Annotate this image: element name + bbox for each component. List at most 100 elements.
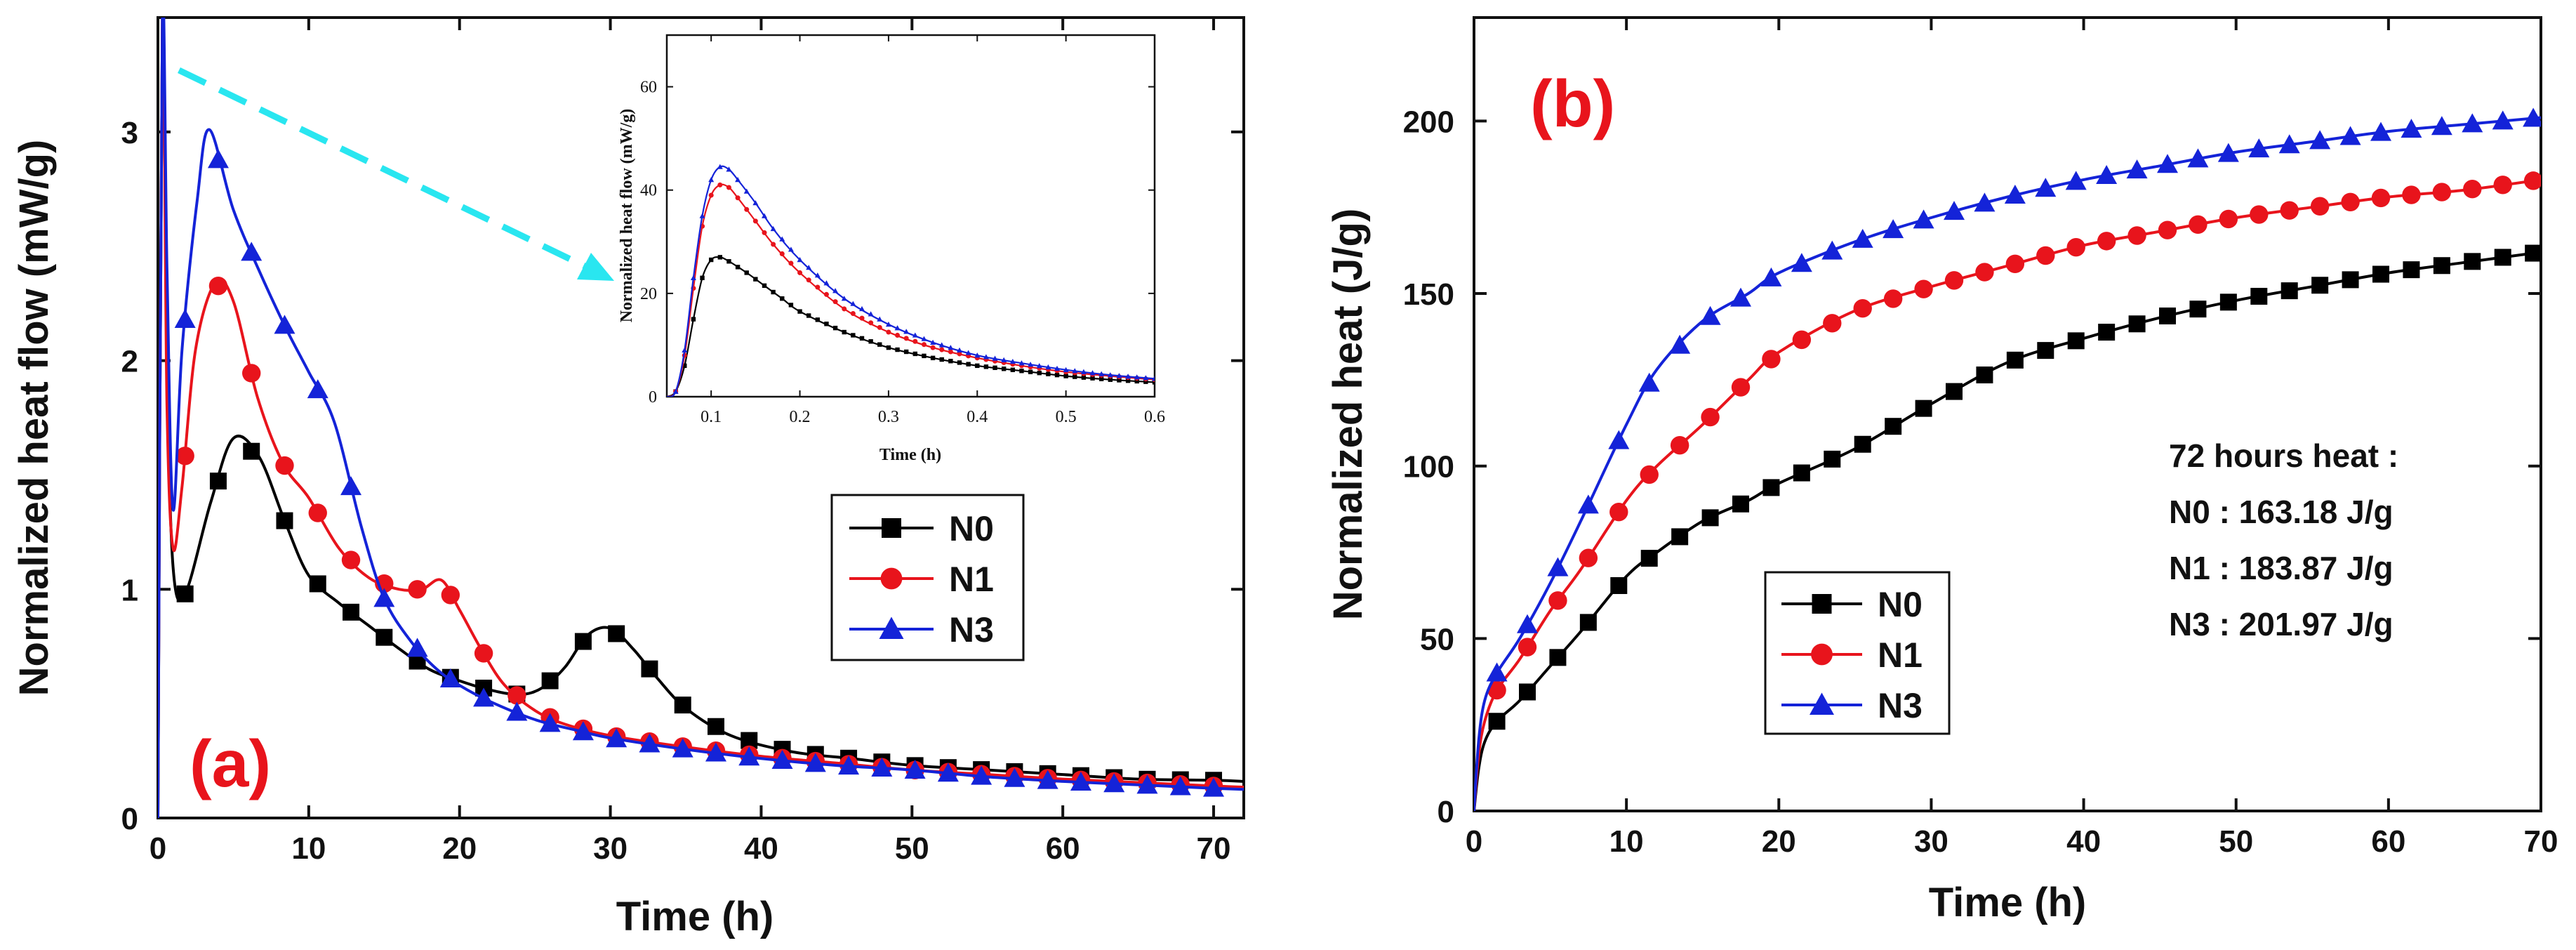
inset-point-n0	[895, 347, 900, 352]
panel-b-point-n1	[2066, 238, 2085, 257]
inset-point-n1	[895, 332, 901, 338]
b-legend-entries-item-n1: N1	[1781, 635, 1923, 675]
panel-b-point-n1	[2463, 179, 2482, 199]
panel-b-y-tick-label: 200	[1403, 105, 1454, 139]
inset-series-n0	[667, 255, 1155, 397]
inset-point-n0	[1010, 367, 1016, 372]
panel-b-point-n3	[2370, 121, 2391, 141]
panel-a-point-n1	[507, 686, 526, 705]
panel-a-point-n1	[208, 276, 228, 296]
inset-point-n0	[868, 339, 873, 344]
inset-point-n3	[921, 336, 927, 341]
panel-a-point-n3	[672, 738, 693, 758]
panel-a-point-n3	[1203, 777, 1225, 797]
b-legend-entries-item-n0: N0	[1781, 585, 1923, 624]
panel-b-point-n1	[1579, 548, 1598, 567]
panel-b-point-n3	[1699, 305, 1721, 325]
panel-b-point-n3	[2187, 148, 2209, 168]
panel-b-x-axis-title: Time (h)	[1929, 880, 2087, 925]
panel-b-point-n1	[1518, 638, 1537, 657]
panel-b-point-n3	[2248, 138, 2270, 158]
inset-point-n3	[735, 177, 741, 183]
panel-b-point-n3	[1577, 494, 1599, 514]
panel-a-point-n1	[175, 447, 194, 466]
panel-b-point-n3	[2126, 159, 2148, 179]
annotation-line-n0: N0 : 163.18 J/g	[2169, 494, 2394, 530]
panel-a-x-tick-label: 60	[1046, 831, 1080, 866]
panel-b-point-n1	[1823, 314, 1842, 333]
inset-point-n1	[726, 185, 731, 190]
inset-point-n3	[1036, 363, 1042, 369]
legend-label-n0: N0	[1878, 585, 1923, 624]
panel-b-point-n3	[2523, 107, 2541, 127]
inset-point-n3	[1001, 357, 1007, 362]
inset-point-n0	[771, 289, 776, 295]
inset-point-n3	[894, 325, 901, 331]
panel-a-point-n3	[406, 638, 428, 657]
inset-point-n1	[797, 270, 803, 275]
panel-b-point-n1	[2158, 220, 2177, 239]
panel-a-point-n3	[904, 759, 926, 779]
panel-a-point-n0	[209, 473, 227, 490]
inset-y-tick-label: 20	[640, 285, 657, 303]
panel-b-point-n1	[2127, 226, 2146, 245]
panel-a-point-n0	[707, 718, 724, 735]
panel-b-point-n0	[1549, 649, 1567, 666]
inset-point-n1	[912, 338, 918, 344]
inset-series-n3	[667, 164, 1155, 397]
inset-point-n3	[788, 246, 794, 252]
inset-point-n3	[850, 301, 856, 306]
panel-b-point-n1	[1944, 271, 1964, 290]
panel-b-point-n1	[2219, 209, 2238, 229]
inset-point-n0	[1125, 378, 1131, 383]
inset-point-n0	[1001, 367, 1007, 371]
panel-b-point-n3	[2401, 119, 2422, 138]
a-legend-entries-item-n1: N1	[849, 560, 994, 599]
panel-a-point-n0	[309, 575, 326, 593]
panel-b-point-n0	[2067, 332, 2085, 350]
inset-y-axis-title: Normalized heat flow (mW/g)	[618, 109, 636, 323]
inset-point-n3	[1107, 372, 1113, 378]
inset-x-tick-label: 0.5	[1056, 408, 1077, 426]
panel-a-point-n3	[606, 728, 628, 748]
inset-point-n0	[815, 317, 821, 322]
inset-point-n0	[691, 317, 696, 322]
inset-point-n3	[974, 352, 981, 358]
inset-point-n3	[690, 275, 696, 280]
panel-a-point-n3	[174, 308, 196, 328]
panel-a-y-tick-label: 0	[121, 802, 138, 836]
panel-a-ticks: 0 10 20 30 40 50 60 70 0 1 2 3	[121, 18, 1244, 866]
inset-point-n3	[797, 257, 803, 263]
panel-b-point-n1	[1487, 680, 1506, 700]
panel-b-label: (b)	[1530, 67, 1615, 141]
legend-marker-n0	[1812, 594, 1832, 614]
panel-a-point-n3	[771, 750, 793, 770]
inset-y-tick-label: 60	[640, 79, 657, 97]
panel-b-point-n0	[1793, 464, 1810, 482]
panel-b-point-n0	[1610, 577, 1628, 595]
panel-b-point-n3	[1730, 287, 1751, 307]
a-legend-entries-item-n0: N0	[849, 509, 994, 548]
panel-b-y-axis-title: Normalized heat (J/g)	[1325, 209, 1371, 621]
inset-point-n0	[1090, 376, 1095, 381]
panel-b-point-n3	[1608, 430, 1630, 449]
panel-b-point-n3	[2096, 165, 2118, 185]
panel-a-point-n3	[738, 746, 760, 766]
inset-point-n1	[832, 299, 838, 305]
inset-point-n1	[877, 324, 882, 330]
inset-point-n0	[1063, 374, 1068, 378]
inset-point-n3	[859, 305, 865, 312]
panel-a-x-tick-label: 0	[150, 831, 166, 866]
panel-b-point-n0	[2189, 301, 2207, 318]
panel-b-x-tick-label: 20	[1762, 824, 1796, 859]
panel-a-point-n3	[1103, 773, 1125, 793]
panel-b-x-tick-label: 30	[1914, 824, 1948, 859]
panel-a-y-tick-label: 3	[121, 116, 138, 150]
inset-point-n3	[779, 236, 785, 242]
legend-label-n0: N0	[949, 509, 994, 548]
panel-b-point-n1	[2371, 188, 2391, 208]
inset-point-n0	[966, 362, 971, 367]
inset-point-n0	[1037, 370, 1042, 376]
inset-point-n3	[1072, 368, 1078, 374]
inset-point-n0	[922, 353, 927, 359]
